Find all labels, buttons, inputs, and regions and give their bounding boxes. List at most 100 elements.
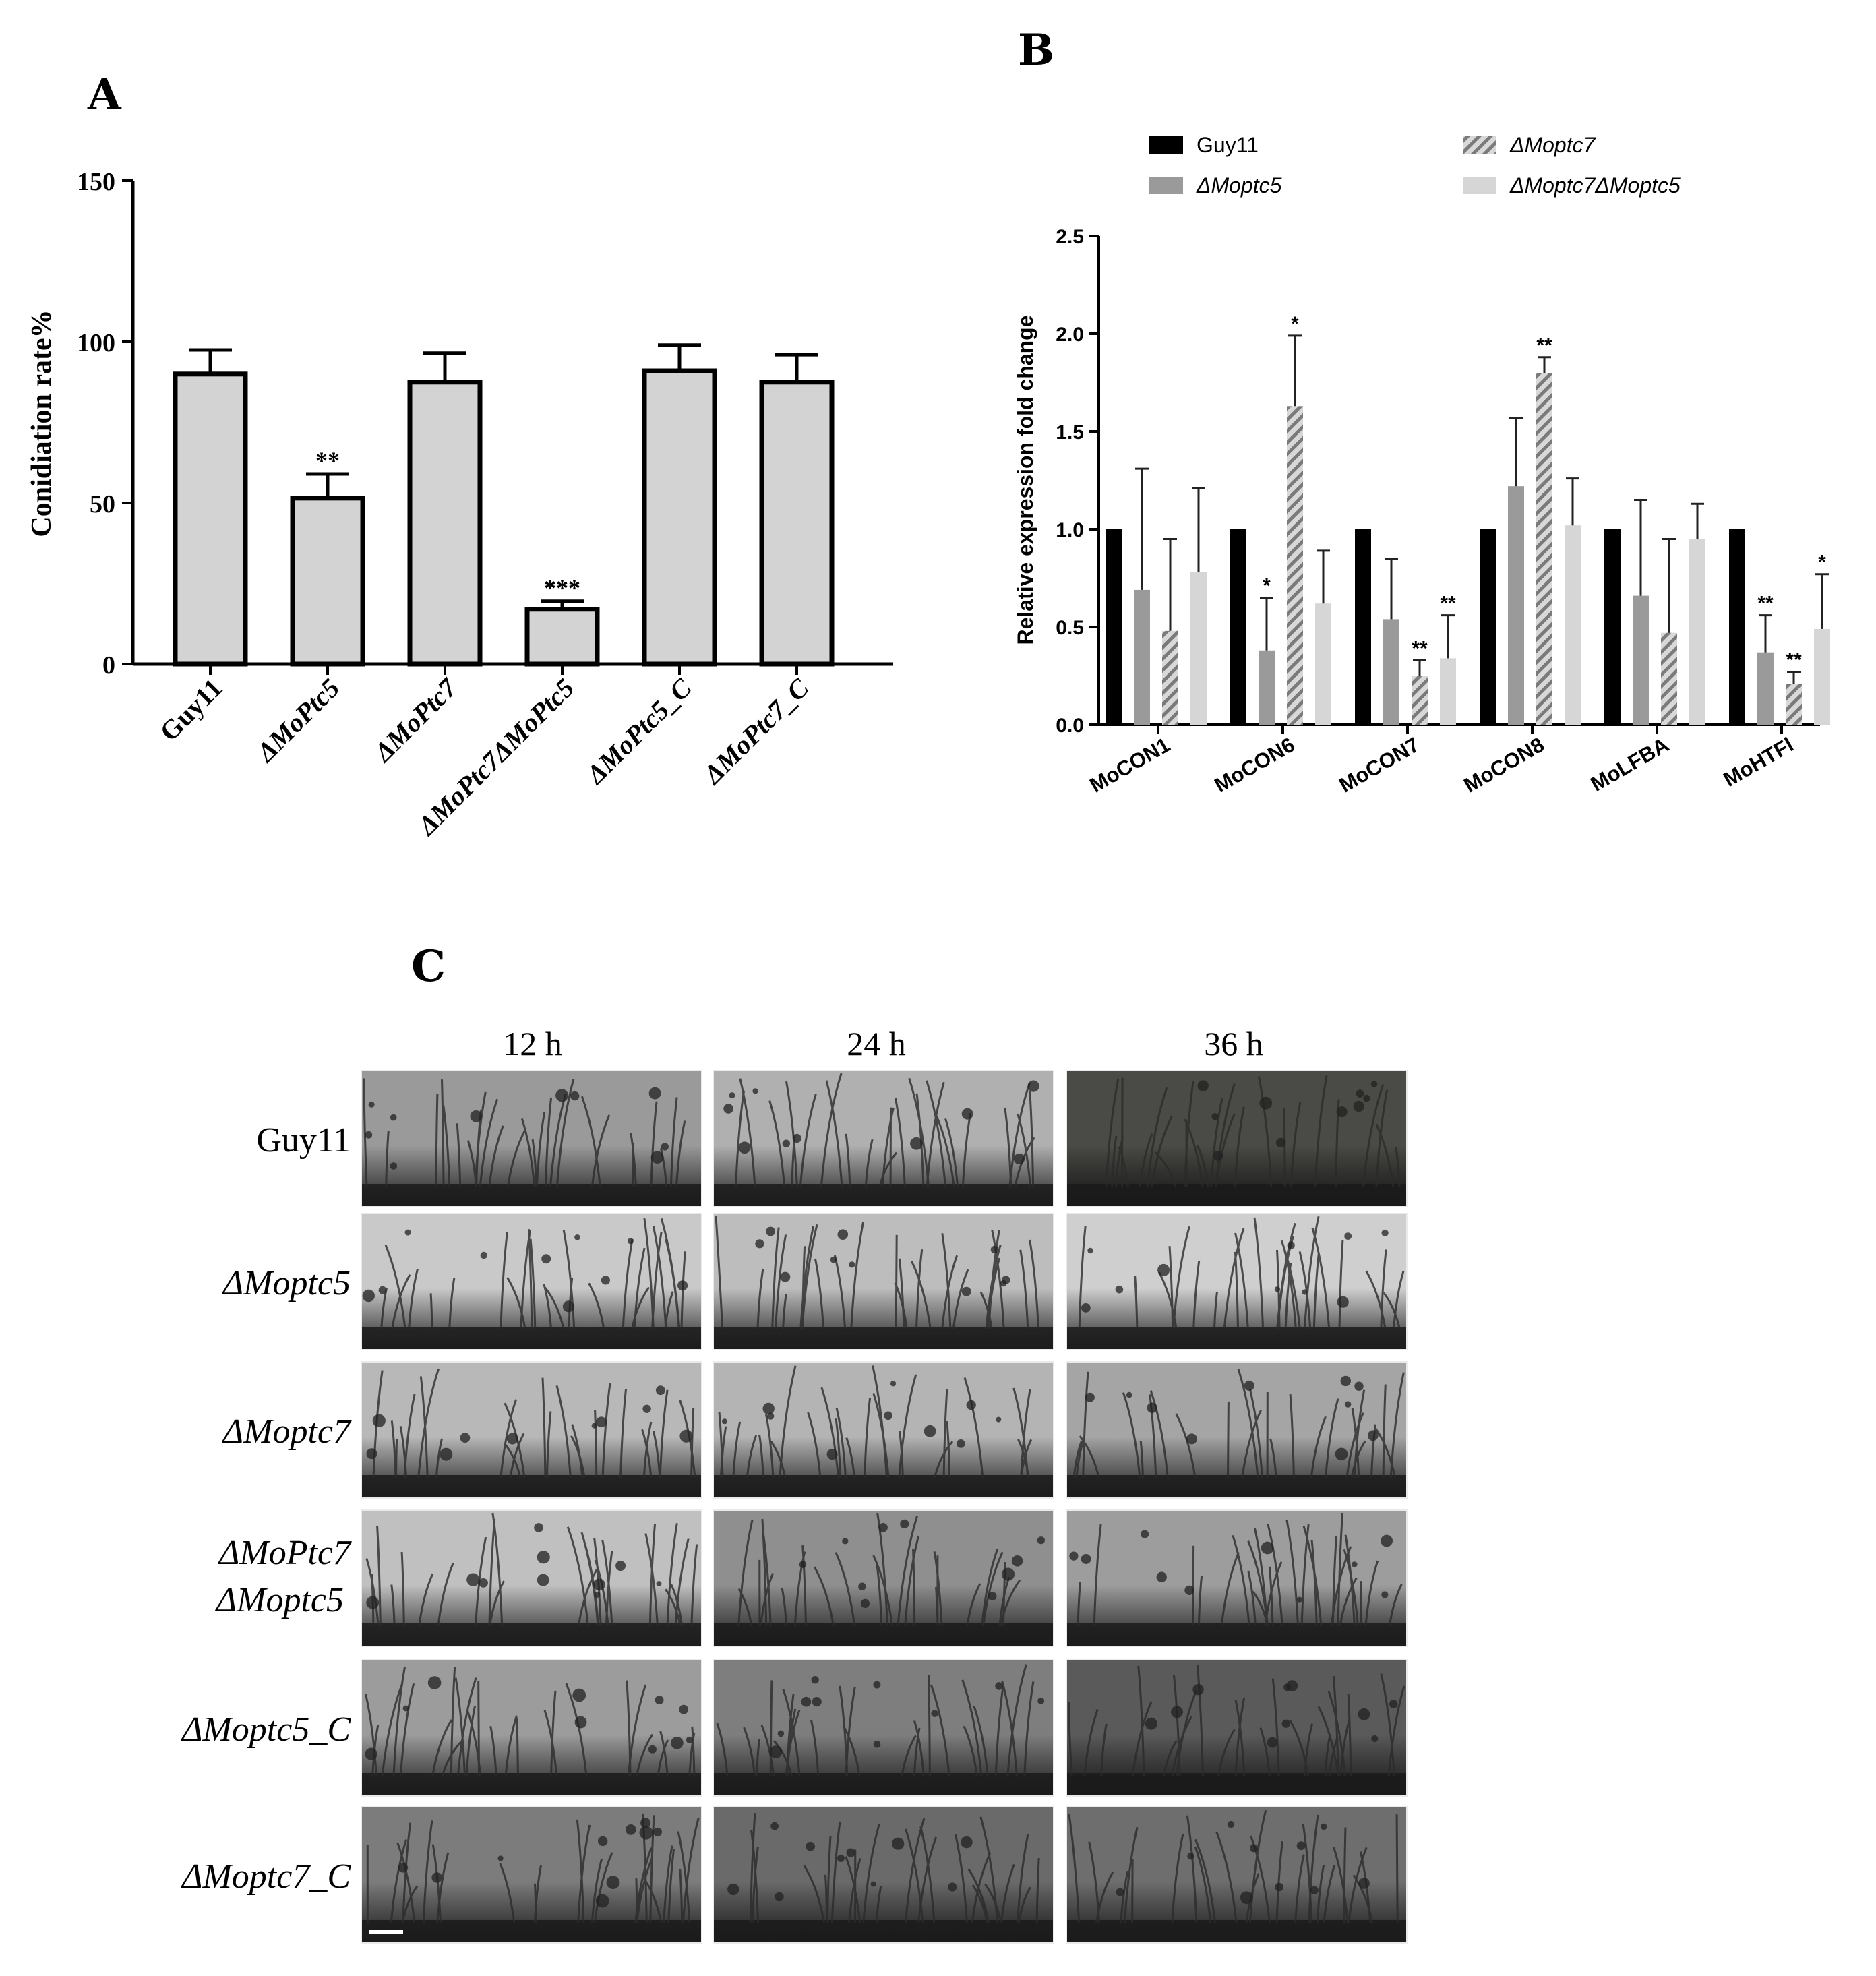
conidium	[427, 1676, 442, 1689]
micrograph-border	[1066, 1509, 1408, 1647]
x-tick-label: MoLFBA	[1587, 733, 1673, 796]
conidium	[378, 1286, 387, 1294]
conidium	[1157, 1263, 1170, 1276]
conidium	[541, 1254, 551, 1264]
conidium	[1267, 1737, 1278, 1748]
conidium	[372, 1414, 386, 1427]
legend-label: ΔMoptc5	[1196, 173, 1282, 198]
conidium	[640, 1818, 651, 1828]
hyphae	[716, 1664, 1035, 1776]
micrograph-image	[713, 1070, 1054, 1207]
mycelium-base	[713, 1773, 1054, 1796]
conidium	[365, 1747, 377, 1760]
conidium	[1187, 1853, 1194, 1860]
conidium	[594, 1591, 601, 1598]
significance-label: ***	[544, 574, 580, 601]
bar	[524, 607, 600, 667]
micrograph-border	[361, 1659, 702, 1797]
micrograph-image	[1066, 1213, 1408, 1350]
conidium	[846, 1848, 855, 1857]
conidium	[1287, 1241, 1295, 1249]
conidium	[1244, 1380, 1254, 1391]
bar	[1757, 652, 1774, 725]
conidium	[1363, 1094, 1370, 1102]
micrograph-image	[1066, 1806, 1408, 1944]
conidium	[1381, 1534, 1393, 1547]
x-tick-label: MoCON1	[1086, 733, 1174, 798]
conidium	[1274, 1286, 1280, 1292]
conidium	[858, 1582, 866, 1590]
x-tick-label: ΔMoPtc7	[367, 671, 464, 769]
bar	[407, 380, 483, 667]
conidium	[1261, 1541, 1274, 1555]
micrograph-border	[1066, 1361, 1408, 1499]
mycelium-base	[713, 1475, 1054, 1498]
significance-label: **	[1786, 649, 1802, 671]
significance-label: *	[1263, 575, 1271, 597]
micrograph-border	[361, 1070, 702, 1207]
y-tick-label: 100	[77, 329, 115, 357]
conidium	[767, 1412, 775, 1420]
conidium	[766, 1226, 775, 1236]
micrograph-image	[1066, 1509, 1408, 1647]
bar	[1814, 628, 1830, 725]
conidium	[537, 1551, 550, 1564]
x-tick-label: MoHTFl	[1720, 733, 1798, 791]
conidium	[595, 1894, 609, 1908]
bar	[1259, 650, 1275, 725]
conidium	[1211, 1113, 1219, 1120]
x-tick-label: MoCON6	[1211, 733, 1299, 798]
mycelium-base	[1066, 1327, 1407, 1350]
conidium	[1353, 1100, 1364, 1112]
row-label: ΔMoptc5_C	[181, 1710, 351, 1749]
conidium	[842, 1538, 849, 1545]
conidium	[1340, 1375, 1352, 1387]
conidium	[1213, 1151, 1223, 1161]
mycelium-base	[1066, 1475, 1407, 1498]
conidium	[601, 1276, 611, 1285]
conidium	[655, 1696, 664, 1705]
legend-label: ΔMoptc7ΔMoptc5	[1509, 173, 1681, 198]
micrograph-border	[713, 1213, 1054, 1350]
micrograph-image	[361, 1806, 702, 1944]
conidium	[390, 1114, 397, 1121]
bar	[1536, 373, 1552, 725]
conidium	[1321, 1823, 1327, 1830]
conidium	[562, 1300, 575, 1313]
micrograph-border	[713, 1659, 1054, 1797]
conidium	[811, 1676, 819, 1684]
mycelium-base	[1066, 1623, 1407, 1646]
conidium	[801, 1696, 812, 1707]
conidium	[729, 1092, 735, 1099]
conidium	[1281, 1719, 1290, 1728]
significance-label: **	[315, 447, 340, 474]
micrograph-border	[713, 1361, 1054, 1499]
x-tick-label: ΔMoPtc5	[249, 673, 345, 769]
conidium	[837, 1854, 845, 1862]
conidium	[1296, 1841, 1306, 1851]
conidium	[727, 1883, 739, 1896]
conidium	[924, 1425, 936, 1437]
conidium	[873, 1681, 881, 1689]
conidium	[1302, 1289, 1308, 1295]
mycelium-base	[713, 1327, 1054, 1350]
conidium	[366, 1448, 377, 1460]
row-label: ΔMoptc5	[222, 1264, 351, 1303]
conidium	[966, 1400, 976, 1410]
conidium	[1115, 1285, 1124, 1294]
micrograph-border	[361, 1213, 702, 1350]
conidium	[1336, 1106, 1348, 1118]
conidium	[1171, 1706, 1183, 1718]
bar	[1412, 676, 1428, 725]
significance-label: **	[1536, 334, 1552, 357]
micrograph-image	[713, 1806, 1054, 1944]
conidium	[506, 1433, 518, 1445]
legend-swatch	[1149, 136, 1183, 154]
conidium	[440, 1447, 453, 1461]
conidium	[1001, 1567, 1015, 1581]
conidium	[639, 1826, 653, 1840]
conidium	[830, 1256, 837, 1263]
bar	[1565, 525, 1581, 725]
conidium	[1275, 1882, 1283, 1892]
